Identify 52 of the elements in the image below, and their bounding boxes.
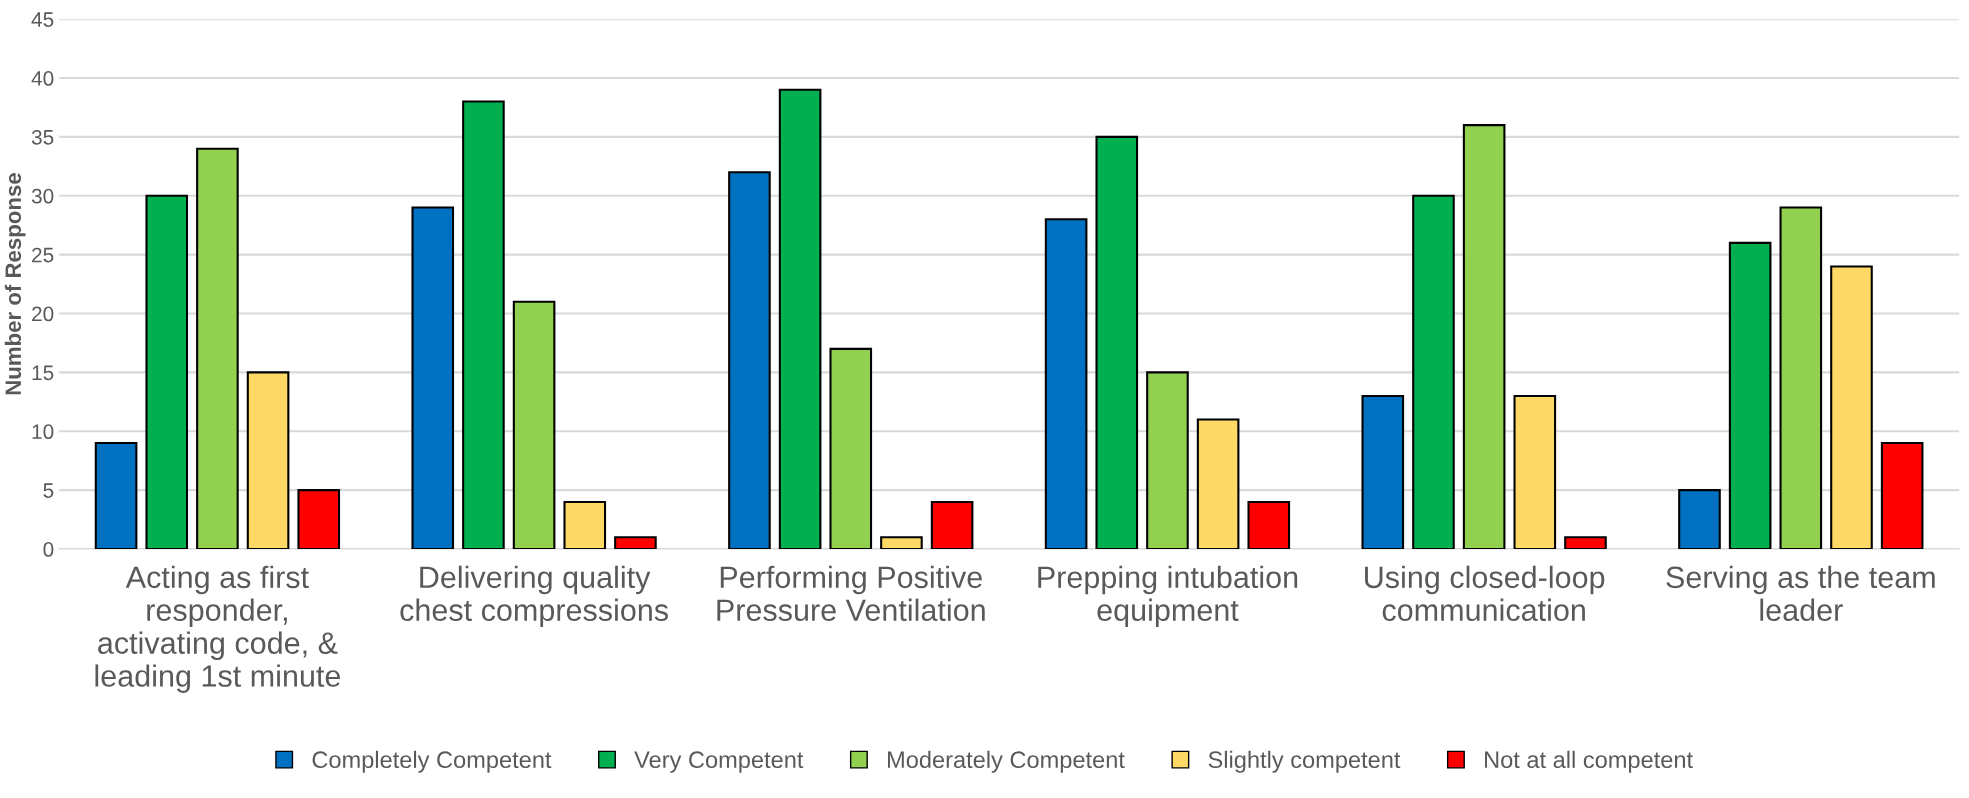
- x-tick-label: Prepping intubation equipment: [1038, 565, 1298, 628]
- legend-label: Slightly competent: [1208, 750, 1401, 773]
- y-tick-label: 0: [43, 542, 54, 557]
- bar: [1196, 418, 1240, 550]
- legend-label: Not at all competent: [1485, 750, 1693, 773]
- bar: [1728, 241, 1772, 550]
- y-tick-label: 20: [32, 306, 54, 322]
- bar: [1513, 394, 1557, 550]
- legend-label: Completely Competent: [312, 750, 552, 773]
- bar: [1779, 206, 1823, 550]
- bar: [145, 194, 189, 550]
- y-tick-label: 35: [31, 129, 54, 145]
- bar: [1361, 394, 1405, 550]
- bar: [196, 147, 239, 550]
- bar: [778, 88, 822, 550]
- x-tick-label: Serving as the team leader: [1666, 565, 1935, 622]
- bar: [1678, 489, 1721, 550]
- bar: [1830, 265, 1873, 550]
- y-tick-label: 45: [31, 12, 54, 27]
- y-tick-label: 25: [32, 247, 54, 263]
- bar: [1247, 500, 1291, 550]
- bar: [930, 500, 974, 550]
- bar: [728, 171, 771, 550]
- bar: [1462, 124, 1506, 550]
- legend-label: Very Competent: [634, 751, 804, 773]
- legend-label: Moderately Competent: [888, 750, 1125, 773]
- x-tick-label: Performing Positive Pressure Ventilation: [717, 565, 985, 622]
- x-tick-label: Acting as first responder, activating code, & leading 1st minute: [95, 565, 341, 693]
- bar: [1146, 371, 1189, 550]
- y-axis-title: Number of Response: [4, 173, 26, 395]
- bar: [411, 206, 455, 550]
- y-tick-label: 10: [32, 424, 54, 440]
- bar: [94, 442, 138, 550]
- bar: [1044, 218, 1088, 550]
- y-tick-label: 40: [31, 71, 54, 86]
- bar: [1880, 442, 1924, 550]
- bar: [462, 100, 505, 550]
- bar: [1564, 536, 1607, 550]
- x-tick-label: Delivering quality chest compressions: [400, 565, 668, 628]
- bar: [614, 536, 657, 550]
- bar: [563, 500, 607, 550]
- bar: [829, 347, 873, 550]
- bar: [1412, 194, 1455, 550]
- bar: [880, 536, 923, 550]
- bar: [297, 489, 341, 550]
- y-tick-label: 15: [32, 365, 54, 381]
- y-tick-label: 30: [31, 188, 54, 204]
- y-tick-label: 5: [43, 483, 54, 498]
- bar: [246, 371, 290, 550]
- bar: [1095, 135, 1139, 550]
- bar: [512, 300, 556, 550]
- x-tick-label: Using closed-loop communication: [1365, 565, 1605, 622]
